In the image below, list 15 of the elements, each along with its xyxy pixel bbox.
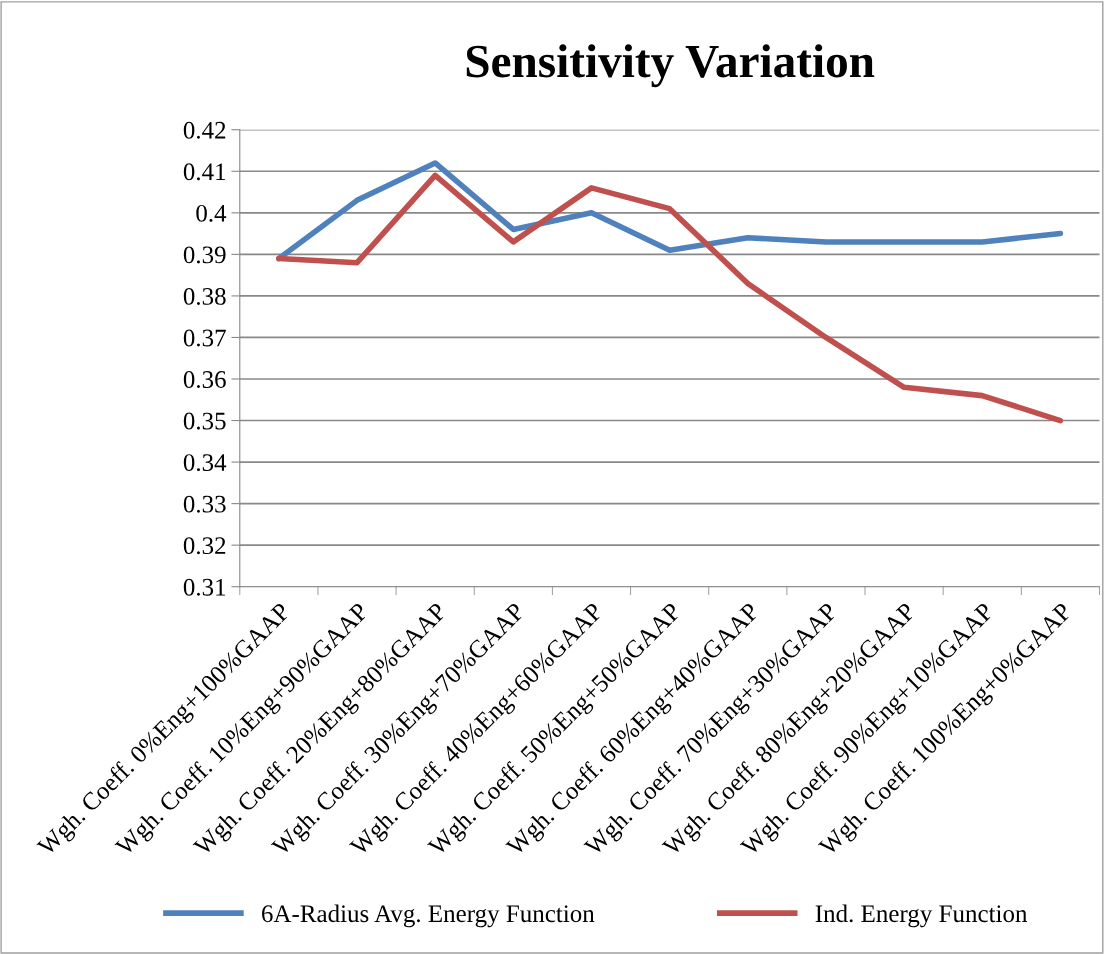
y-tick-label: 0.37 (183, 329, 226, 347)
y-tick-label: 0.4 (196, 204, 227, 222)
y-tick-label: 0.42 (183, 121, 226, 139)
y-tick-label: 0.38 (183, 287, 226, 305)
y-tick-label: 0.41 (183, 163, 226, 181)
y-tick-label: 0.39 (183, 246, 226, 264)
y-tick-label: 0.34 (183, 454, 227, 472)
chart-title: Sensitivity Variation (466, 44, 875, 88)
y-tick-label: 0.32 (183, 537, 226, 555)
legend-label: Ind. Energy Function (815, 904, 1028, 928)
legend-label: 6A-Radius Avg. Energy Function (262, 904, 595, 928)
y-tick-label: 0.33 (183, 495, 226, 513)
y-tick-label: 0.31 (183, 578, 226, 596)
y-tick-label: 0.36 (183, 371, 226, 389)
y-tick-label: 0.35 (183, 412, 226, 430)
